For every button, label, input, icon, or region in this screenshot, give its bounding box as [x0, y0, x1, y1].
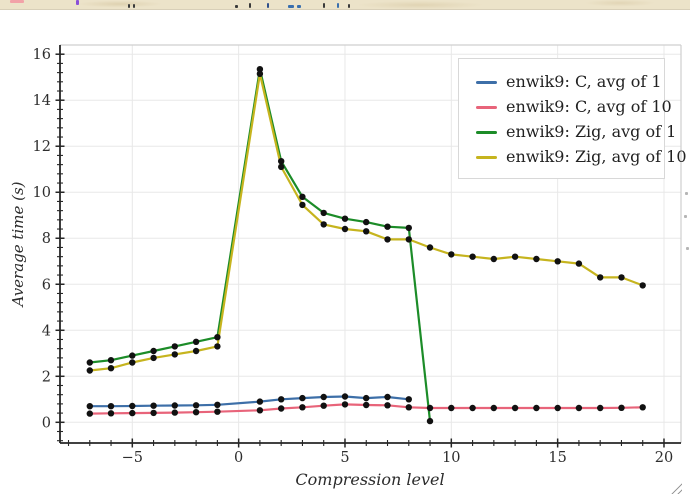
- cropped-text-fragment: [133, 4, 135, 8]
- legend-item-zig-avg1: enwik9: Zig, avg of 1: [476, 124, 676, 140]
- y-axis-title: Average time (s): [9, 181, 27, 307]
- svg-text:12: 12: [33, 139, 51, 155]
- cropped-text-fragment: [267, 3, 269, 8]
- svg-text:8: 8: [42, 231, 51, 247]
- cropped-text-fragment: [348, 4, 350, 8]
- series-3: [88, 72, 644, 372]
- cropped-text-fragment: [297, 5, 301, 8]
- cropped-text-fragment: [10, 0, 24, 3]
- svg-text:4: 4: [42, 323, 51, 339]
- cropped-text-fragment: [76, 0, 79, 5]
- svg-text:16: 16: [33, 47, 51, 63]
- legend-swatch-blue: [476, 80, 497, 84]
- clipped-page-artifact: [686, 247, 689, 250]
- svg-text:20: 20: [655, 450, 673, 466]
- legend-item-c-avg10: enwik9: C, avg of 10: [476, 99, 672, 115]
- svg-text:10: 10: [33, 185, 51, 201]
- svg-text:14: 14: [33, 93, 51, 109]
- legend-label: enwik9: C, avg of 10: [506, 97, 672, 116]
- cropped-page-toolbar: [0, 0, 690, 10]
- svg-text:−5: −5: [122, 450, 143, 466]
- x-axis-title: Compression level: [295, 470, 445, 489]
- svg-text:0: 0: [42, 415, 51, 431]
- svg-text:5: 5: [340, 450, 349, 466]
- svg-text:10: 10: [442, 450, 460, 466]
- legend-swatch-green: [476, 130, 497, 134]
- legend-swatch-yellow: [476, 155, 497, 159]
- series-1: [88, 403, 644, 415]
- legend-label: enwik9: Zig, avg of 1: [506, 122, 677, 141]
- legend-label: enwik9: C, avg of 1: [506, 72, 662, 91]
- cropped-text-fragment: [337, 3, 339, 8]
- chart-legend: enwik9: C, avg of 1 enwik9: C, avg of 10…: [458, 58, 687, 179]
- axis-spines: [59, 45, 681, 444]
- plot-frame: [60, 44, 682, 443]
- cropped-text-fragment: [249, 3, 251, 8]
- tick-labels: −5 0 5 10 15 20 0 2 4 6 8 10 12 14 16: [33, 47, 674, 466]
- legend-item-c-avg1: enwik9: C, avg of 1: [476, 74, 664, 90]
- data-markers: [86, 66, 646, 425]
- svg-text:0: 0: [234, 450, 243, 466]
- legend-label: enwik9: Zig, avg of 10: [506, 147, 687, 166]
- svg-text:2: 2: [42, 369, 51, 385]
- clipped-page-artifact: [684, 215, 687, 218]
- clipped-page-artifact: [685, 192, 688, 195]
- legend-swatch-pink: [476, 105, 497, 109]
- cropped-text-fragment: [288, 5, 294, 8]
- cropped-text-fragment: [128, 4, 130, 8]
- legend-item-zig-avg10: enwik9: Zig, avg of 10: [476, 149, 687, 165]
- svg-text:6: 6: [42, 277, 51, 293]
- series-2: [88, 68, 432, 423]
- cropped-text-fragment: [235, 5, 238, 8]
- cropped-text-fragment: [323, 3, 325, 8]
- svg-text:15: 15: [548, 450, 566, 466]
